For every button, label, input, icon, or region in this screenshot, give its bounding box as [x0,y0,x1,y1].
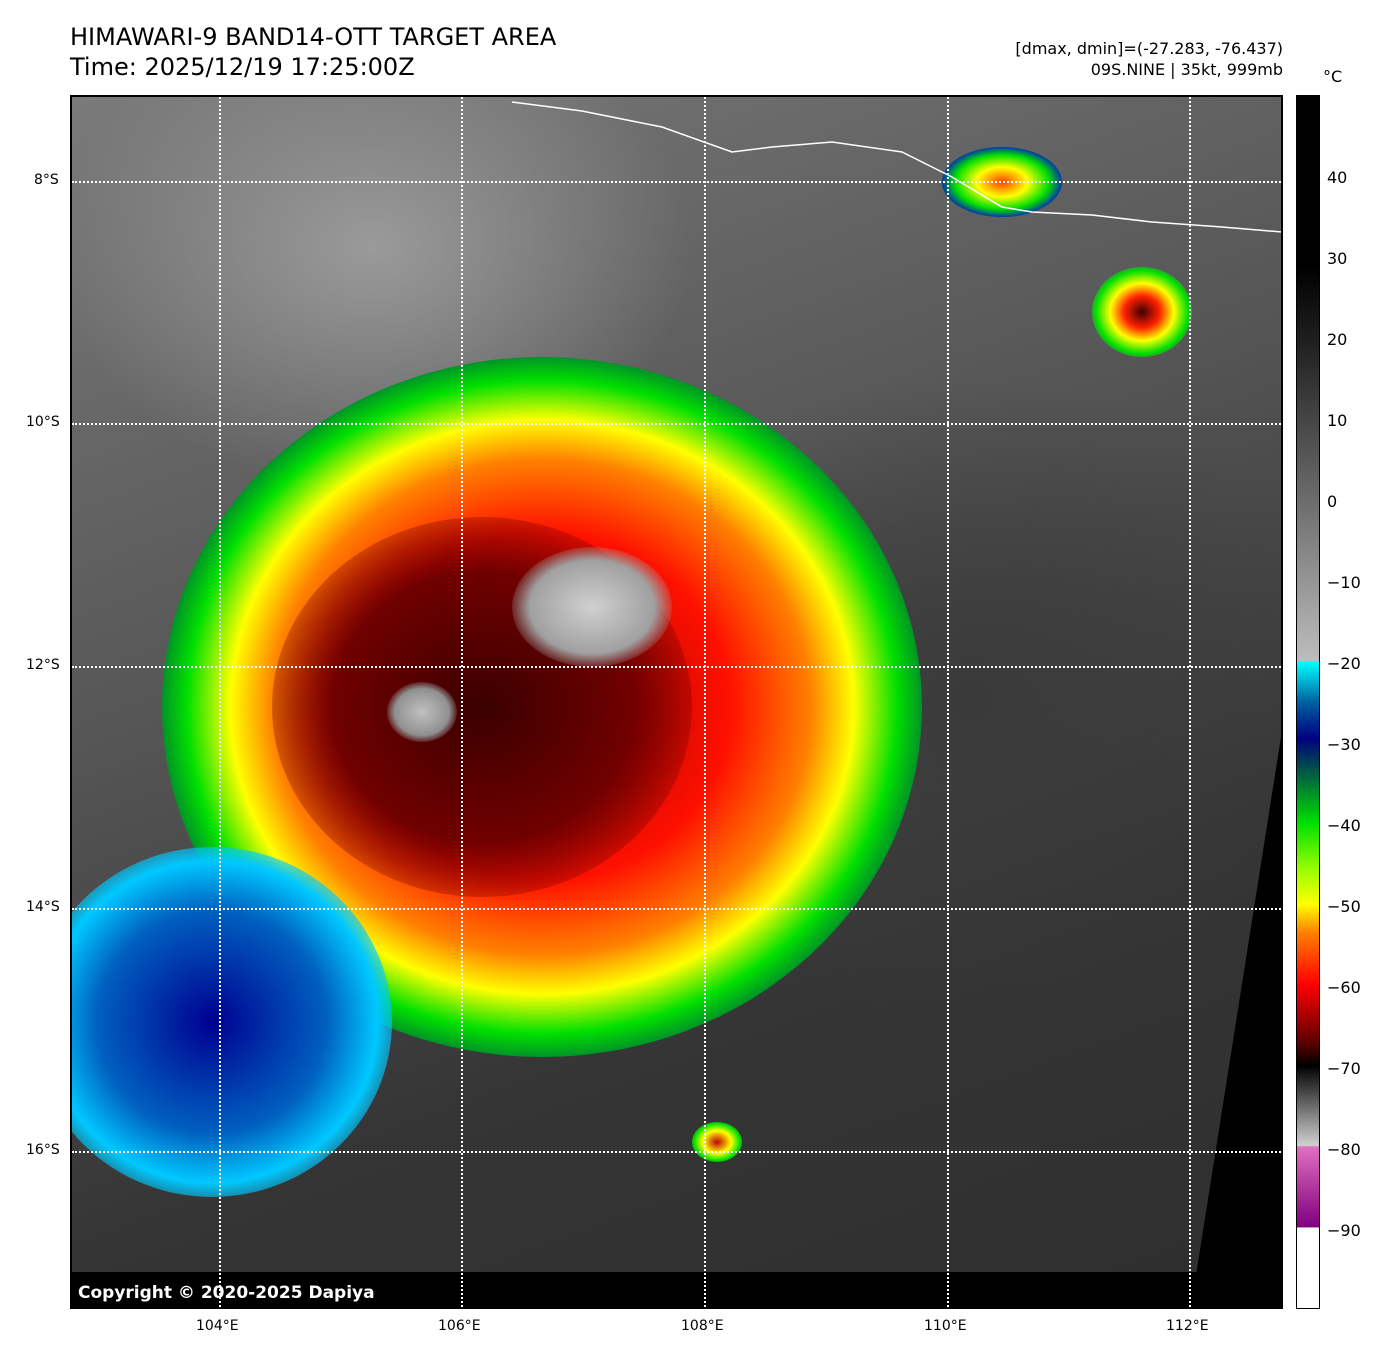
lon-label: 108°E [681,1318,724,1334]
gridline-lat [72,423,1281,425]
gridline-lat [72,181,1281,183]
colorbar-tick: −20 [1327,654,1361,673]
colorbar-tick: −40 [1327,816,1361,835]
time-label: Time: 2025/12/19 17:25:00Z [70,53,415,81]
colorbar-tick: 0 [1327,492,1338,511]
lat-label: 12°S [26,657,60,673]
colorbar-tick: −90 [1327,1221,1361,1240]
lat-label: 10°S [26,414,60,430]
colorbar-tick: 20 [1327,330,1348,349]
colorbar-tick: −30 [1327,735,1361,754]
gridline-lat [72,1151,1281,1153]
colorbar-tick: −60 [1327,978,1361,997]
gridline-lon [704,97,706,1307]
cold-overshoot [512,547,672,667]
dmax-dmin-label: [dmax, dmin]=(-27.283, -76.437) [1015,39,1283,58]
colorbar-tick: −70 [1327,1059,1361,1078]
gridline-lon [461,97,463,1307]
coastline [511,101,1281,233]
colorbar-unit: °C [1323,67,1343,86]
south-cell [692,1122,742,1162]
cold-overshoot-2 [387,682,457,742]
lon-label: 106°E [438,1318,481,1334]
gridline-lat [72,908,1281,910]
lon-label: 104°E [196,1318,239,1334]
gridline-lat [72,666,1281,668]
lon-label: 110°E [924,1318,967,1334]
colorbar-tick: −50 [1327,897,1361,916]
northeast-convection [1092,267,1192,357]
gridline-lon [1189,97,1191,1307]
lat-label: 16°S [26,1142,60,1158]
storm-info: 09S.NINE | 35kt, 999mb [1090,60,1283,79]
gridline-lon [947,97,949,1307]
colorbar-tick: 30 [1327,249,1348,268]
satellite-image: Copyright © 2020-2025 Dapiya [70,95,1283,1309]
colorbar [1296,95,1320,1309]
southwest-cloud [72,847,392,1197]
colorbar-tick: 40 [1327,168,1348,187]
lat-label: 8°S [34,172,59,188]
copyright: Copyright © 2020-2025 Dapiya [78,1283,375,1303]
lon-label: 112°E [1166,1318,1209,1334]
colorbar-tick: 10 [1327,411,1348,430]
lat-label: 14°S [26,899,60,915]
no-data-region [72,1272,1281,1307]
colorbar-tick: −10 [1327,573,1361,592]
gridline-lon [219,97,221,1307]
colorbar-tick: −80 [1327,1140,1361,1159]
chart-title: HIMAWARI-9 BAND14-OTT TARGET AREA [70,23,557,51]
